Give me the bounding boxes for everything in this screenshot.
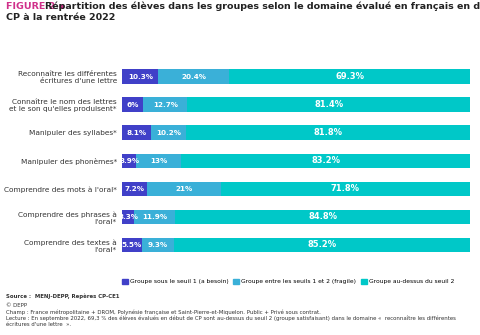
Bar <box>181 153 471 168</box>
Text: 8.1%: 8.1% <box>126 130 146 136</box>
Bar <box>186 126 471 140</box>
Text: 84.8%: 84.8% <box>308 212 337 221</box>
Bar <box>136 153 181 168</box>
Text: 85.2%: 85.2% <box>308 241 336 249</box>
Text: 20.4%: 20.4% <box>181 74 206 80</box>
Text: 71.8%: 71.8% <box>331 184 360 193</box>
Bar <box>147 182 220 196</box>
Bar <box>220 182 470 196</box>
Text: 10.2%: 10.2% <box>156 130 181 136</box>
Bar <box>122 182 147 196</box>
Text: Répartition des élèves dans les groupes selon le domaine évalué en français en d: Répartition des élèves dans les groupes … <box>45 2 480 11</box>
Text: 9.3%: 9.3% <box>148 242 168 248</box>
Bar <box>158 69 229 84</box>
Text: 21%: 21% <box>175 186 192 192</box>
Text: CP à la rentrée 2022: CP à la rentrée 2022 <box>6 13 115 22</box>
Text: 3.3%: 3.3% <box>118 214 138 220</box>
Text: 3.9%: 3.9% <box>119 158 139 164</box>
Bar <box>122 210 134 224</box>
Bar <box>134 210 175 224</box>
Text: 81.8%: 81.8% <box>314 128 343 137</box>
Bar <box>143 97 188 112</box>
Bar <box>122 97 143 112</box>
Text: 5.5%: 5.5% <box>122 242 142 248</box>
Bar <box>122 153 136 168</box>
Text: 10.3%: 10.3% <box>128 74 153 80</box>
Bar <box>175 210 470 224</box>
Bar <box>174 238 470 252</box>
Text: 13%: 13% <box>150 158 167 164</box>
Text: 12.7%: 12.7% <box>153 102 178 108</box>
Bar <box>142 238 174 252</box>
Bar <box>122 69 158 84</box>
Legend: Groupe sous le seuil 1 (a besoin), Groupe entre les seuils 1 et 2 (fragile), Gro: Groupe sous le seuil 1 (a besoin), Group… <box>120 277 456 287</box>
Text: 69.3%: 69.3% <box>336 72 364 81</box>
Text: 81.4%: 81.4% <box>314 100 344 109</box>
Bar <box>122 126 151 140</box>
Bar <box>122 238 142 252</box>
Text: 11.9%: 11.9% <box>142 214 167 220</box>
Text: FIGURE 2 ▪: FIGURE 2 ▪ <box>6 2 68 11</box>
Text: 83.2%: 83.2% <box>312 156 340 165</box>
Bar <box>188 97 471 112</box>
Bar <box>151 126 186 140</box>
Text: 6%: 6% <box>127 102 139 108</box>
Text: Source :  MENJ-DEPP, Repères CP-CE1: Source : MENJ-DEPP, Repères CP-CE1 <box>6 293 119 298</box>
Bar <box>229 69 470 84</box>
Text: © DEPP
Champ : France métropolitaine + DROM, Polynésie française et Saint-Pierre: © DEPP Champ : France métropolitaine + D… <box>6 303 456 327</box>
Text: 7.2%: 7.2% <box>125 186 145 192</box>
